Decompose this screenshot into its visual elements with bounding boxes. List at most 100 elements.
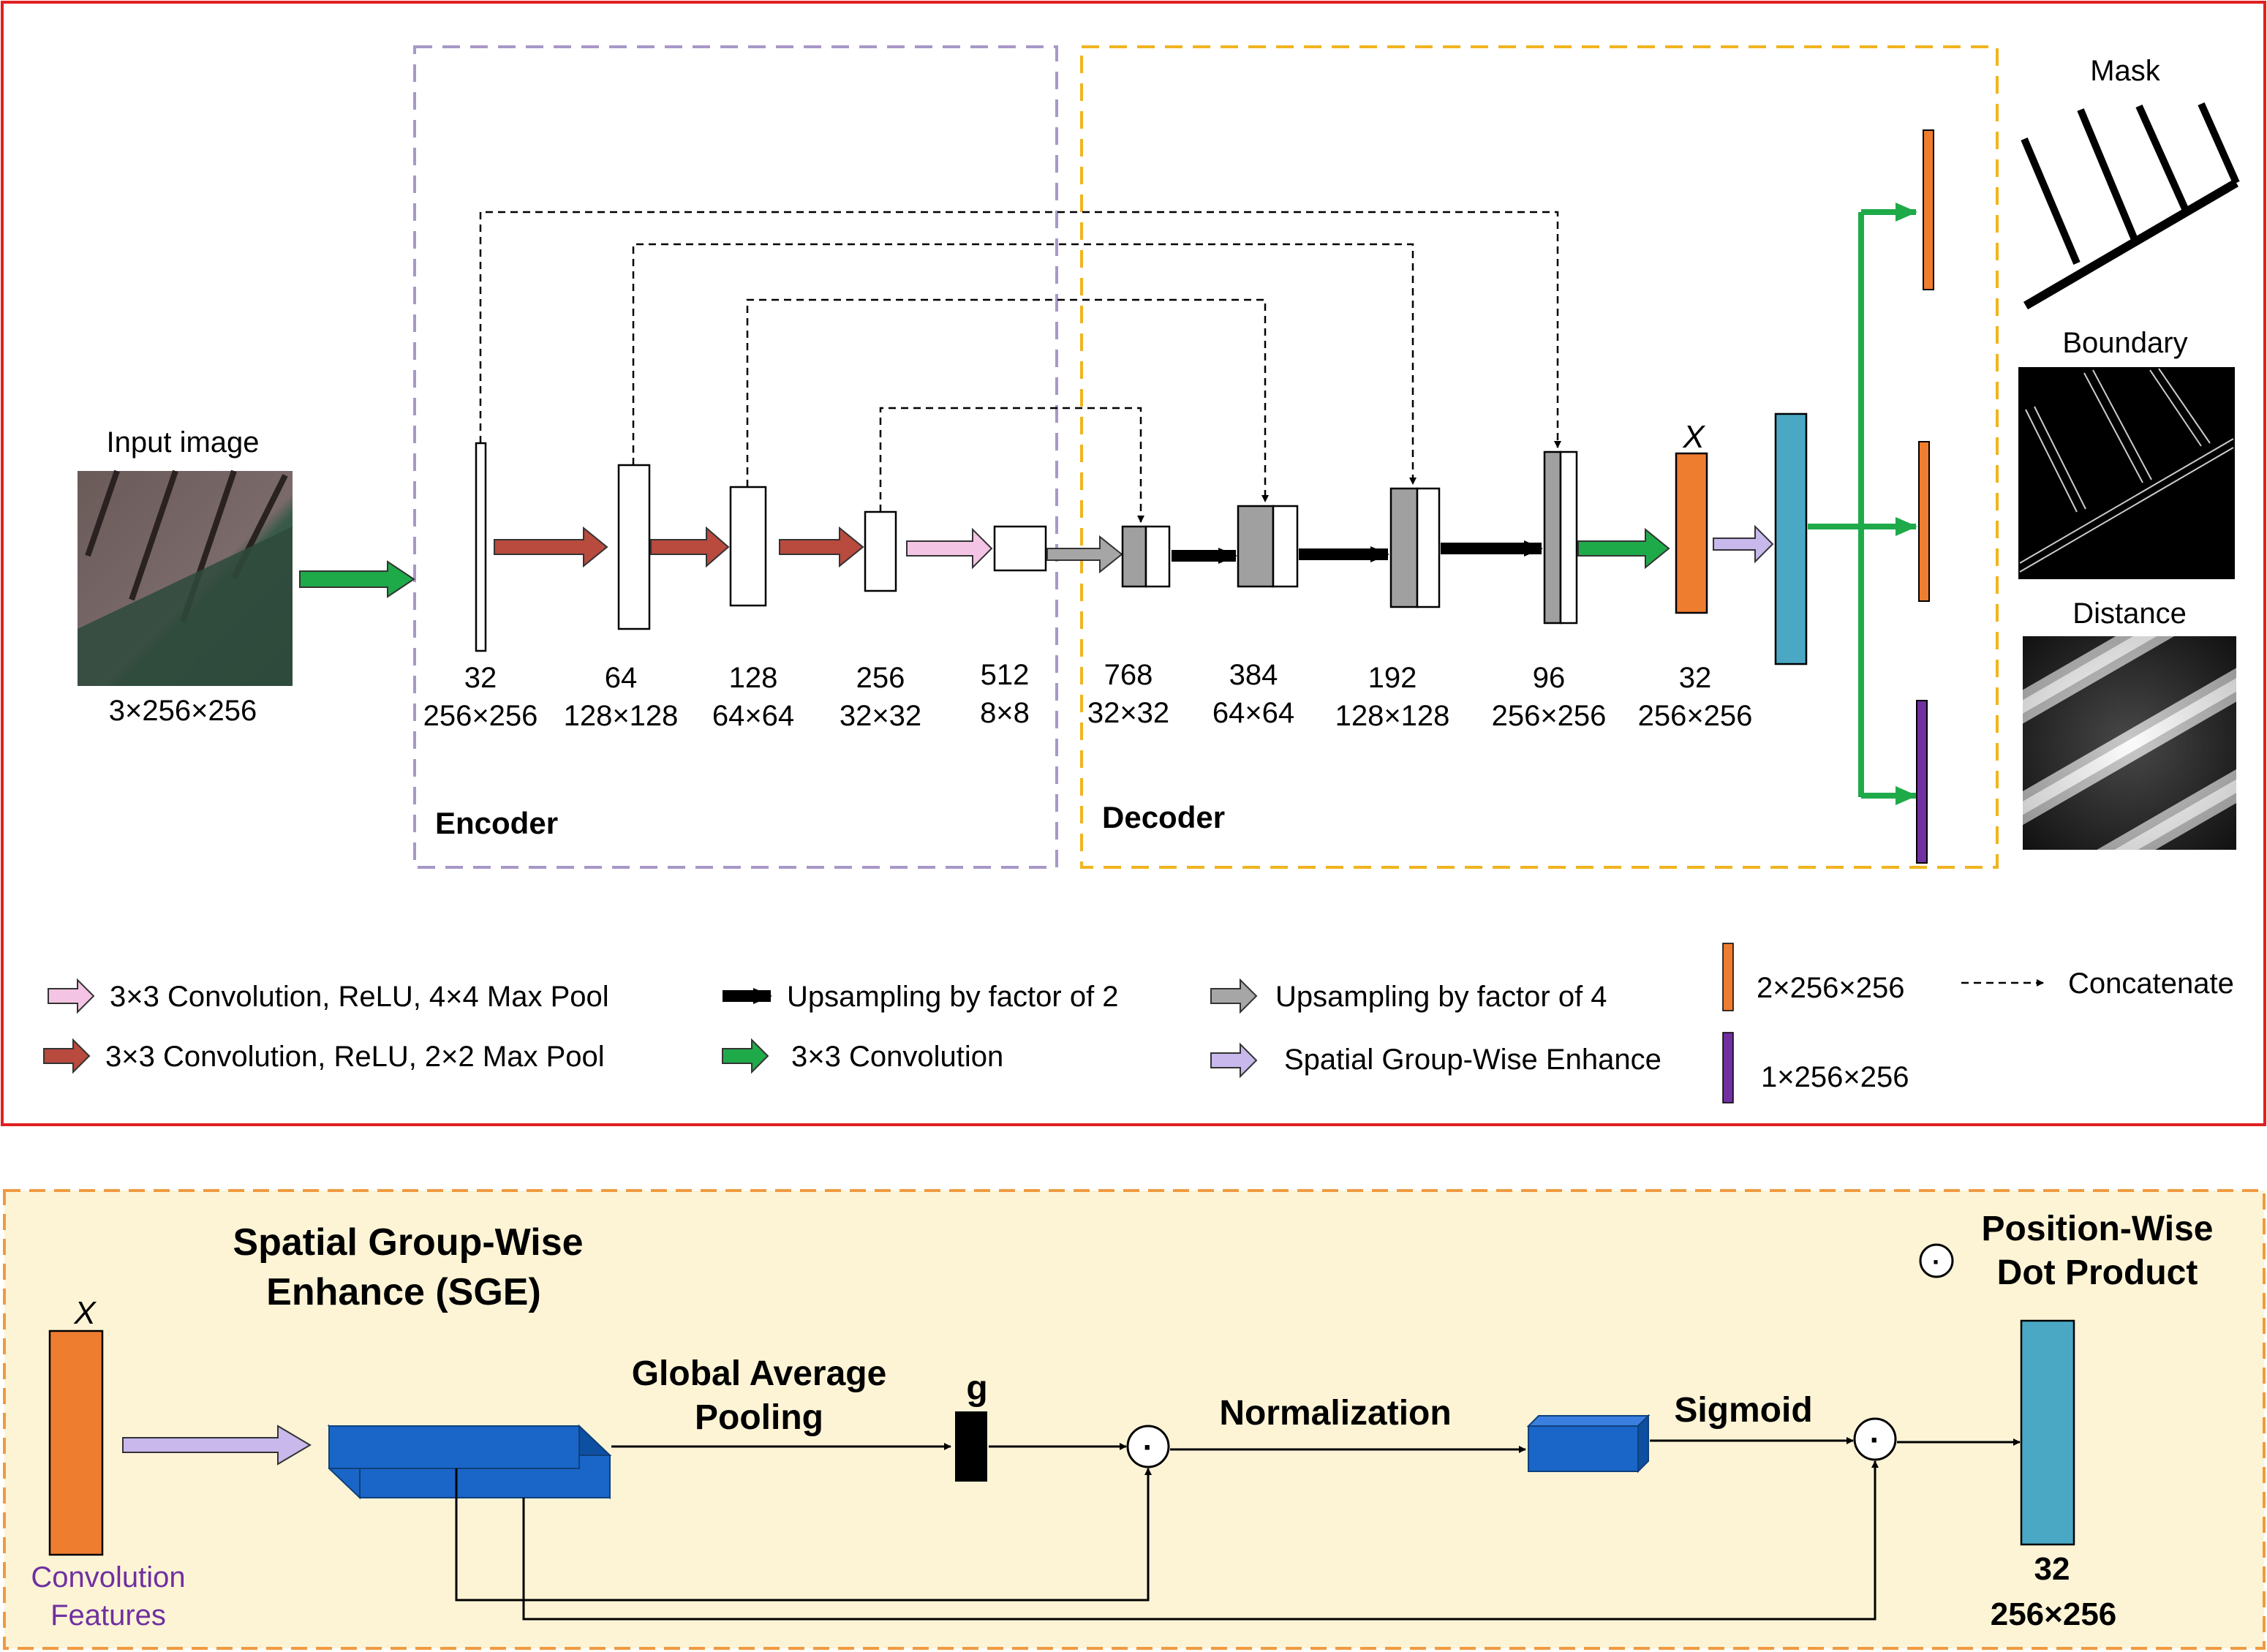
sge-x-label: X [73, 1295, 97, 1331]
encoder-label: Encoder [435, 806, 558, 840]
legend-conv-relu-4x4: 3×3 Convolution, ReLU, 4×4 Max Pool [110, 981, 609, 1013]
encoder-arrow-2 [650, 526, 730, 568]
legend-concat: Concatenate [2068, 968, 2234, 1000]
dot-symbol-2: · [1870, 1422, 1881, 1458]
g-label: g [966, 1369, 987, 1408]
output-boundary-image [2018, 367, 2235, 579]
dec-size-768: 32×32 [1087, 697, 1169, 729]
sge-out-channels: 32 [2034, 1551, 2070, 1587]
sge-output-block-teal [2020, 1319, 2075, 1546]
decoder-block-384 [1237, 505, 1299, 588]
decoder-label: Decoder [1102, 800, 1225, 834]
pwdp-line1: Position-Wise [1982, 1210, 2214, 1248]
normalized-map-block [1526, 1414, 1651, 1474]
normalization-label: Normalization [1219, 1394, 1451, 1433]
sge-panel [3, 1189, 2266, 1650]
legend-green-arrow [722, 1038, 769, 1074]
legend-red-arrow [43, 1038, 91, 1074]
decoder-block-32 [1675, 452, 1708, 614]
output-mask-image [2021, 102, 2240, 314]
residual-path-2 [522, 1460, 1879, 1621]
dec-size-384: 64×64 [1212, 697, 1294, 729]
encoder-block-128 [729, 486, 767, 607]
sge-title-line1: Spatial Group-Wise [233, 1221, 583, 1264]
encoder-block-32 [475, 442, 487, 652]
decoder-block-96 [1543, 450, 1578, 625]
enc-size-128: 64×64 [712, 700, 794, 732]
legend-purple-bar [1722, 1032, 1734, 1104]
legend-upsample-2: Upsampling by factor of 2 [787, 981, 1119, 1013]
legend-conv-relu-2x2: 3×3 Convolution, ReLU, 2×2 Max Pool [105, 1041, 605, 1073]
decoder-region [1080, 45, 1999, 869]
sge-input-arrow [122, 1425, 312, 1466]
dot-symbol-1: · [1143, 1430, 1154, 1466]
legend-out-1ch: 1×256×256 [1761, 1061, 1909, 1093]
legend-gray-arrow [1210, 978, 1258, 1014]
encoder-arrow-4 [906, 527, 993, 570]
output-distance-title: Distance [2072, 597, 2187, 630]
head-boundary-bar [1918, 441, 1930, 602]
g-vector-block [955, 1411, 987, 1482]
sge-feature-block [327, 1424, 612, 1500]
gap-label-line2: Pooling [695, 1398, 823, 1437]
dec-ch-384: 384 [1229, 659, 1278, 691]
output-mask-title: Mask [2090, 55, 2161, 87]
enc-ch-256: 256 [856, 662, 905, 694]
encoder-block-256 [864, 510, 897, 592]
dot-product-2 [1853, 1417, 1897, 1461]
output-boundary-title: Boundary [2062, 327, 2187, 359]
enc-ch-64: 64 [605, 662, 638, 694]
skip-connections [479, 211, 1561, 523]
head-distance-bar [1916, 700, 1928, 864]
enc-size-64: 128×128 [564, 700, 679, 732]
output-branches [1808, 203, 1917, 805]
dec-size-96: 256×256 [1492, 700, 1607, 732]
dec-ch-768: 768 [1104, 659, 1153, 691]
input-image-title: Input image [106, 426, 259, 459]
enc-ch-128: 128 [729, 662, 778, 694]
conv-features-line1: Convolution [31, 1561, 185, 1593]
dec-size-32: 256×256 [1638, 700, 1753, 732]
encoder-region [413, 45, 1058, 869]
encoder-arrow-3 [779, 526, 864, 568]
sge-input-block [48, 1329, 104, 1556]
input-image [78, 469, 293, 686]
upsample-4-arrow [1046, 535, 1123, 574]
legend-out-2ch: 2×256×256 [1757, 972, 1904, 1004]
decoder-block-192 [1389, 487, 1441, 608]
input-image-dims: 3×256×256 [109, 695, 257, 727]
dot-product-1 [1126, 1425, 1170, 1468]
decoder-dims: 768 32×32 384 64×64 192 128×128 96 256×2… [1087, 659, 1753, 732]
legend-upsample-4: Upsampling by factor of 4 [1275, 981, 1607, 1013]
legend-orange-bar [1722, 943, 1734, 1011]
pwdp-legend-circle [1919, 1243, 1954, 1278]
legend-lavender-arrow [1210, 1042, 1258, 1079]
gap-label-line1: Global Average [632, 1354, 887, 1393]
input-conv-arrow [299, 560, 415, 598]
dec-ch-32: 32 [1679, 662, 1712, 694]
decoder-block-768 [1121, 525, 1171, 588]
enc-ch-512: 512 [981, 659, 1030, 691]
dec-size-192: 128×128 [1335, 700, 1450, 732]
encoder-block-64 [617, 464, 651, 630]
head-mask-bar [1923, 129, 1934, 290]
sge-out-size: 256×256 [1991, 1596, 2117, 1632]
pwdp-legend-dot: · [1932, 1247, 1941, 1277]
residual-path-1 [455, 1468, 1152, 1602]
enc-ch-32: 32 [464, 662, 497, 694]
sigmoid-label: Sigmoid [1674, 1391, 1812, 1430]
legend-pink-arrow [48, 978, 95, 1014]
dec-ch-192: 192 [1368, 662, 1417, 694]
decoder-conv-arrow [1577, 527, 1670, 570]
legend: 3×3 Convolution, ReLU, 4×4 Max Pool 3×3 … [43, 943, 2234, 1104]
enc-size-256: 32×32 [840, 700, 921, 732]
dec-ch-96: 96 [1533, 662, 1566, 694]
encoder-arrow-1 [494, 526, 608, 568]
bottleneck-block-512 [993, 525, 1047, 572]
pwdp-line2: Dot Product [1997, 1253, 2198, 1292]
legend-sge: Spatial Group-Wise Enhance [1284, 1044, 1661, 1076]
output-distance-image [2023, 636, 2236, 850]
enc-size-512: 8×8 [980, 697, 1030, 729]
decoder-x-label: X [1682, 419, 1705, 455]
